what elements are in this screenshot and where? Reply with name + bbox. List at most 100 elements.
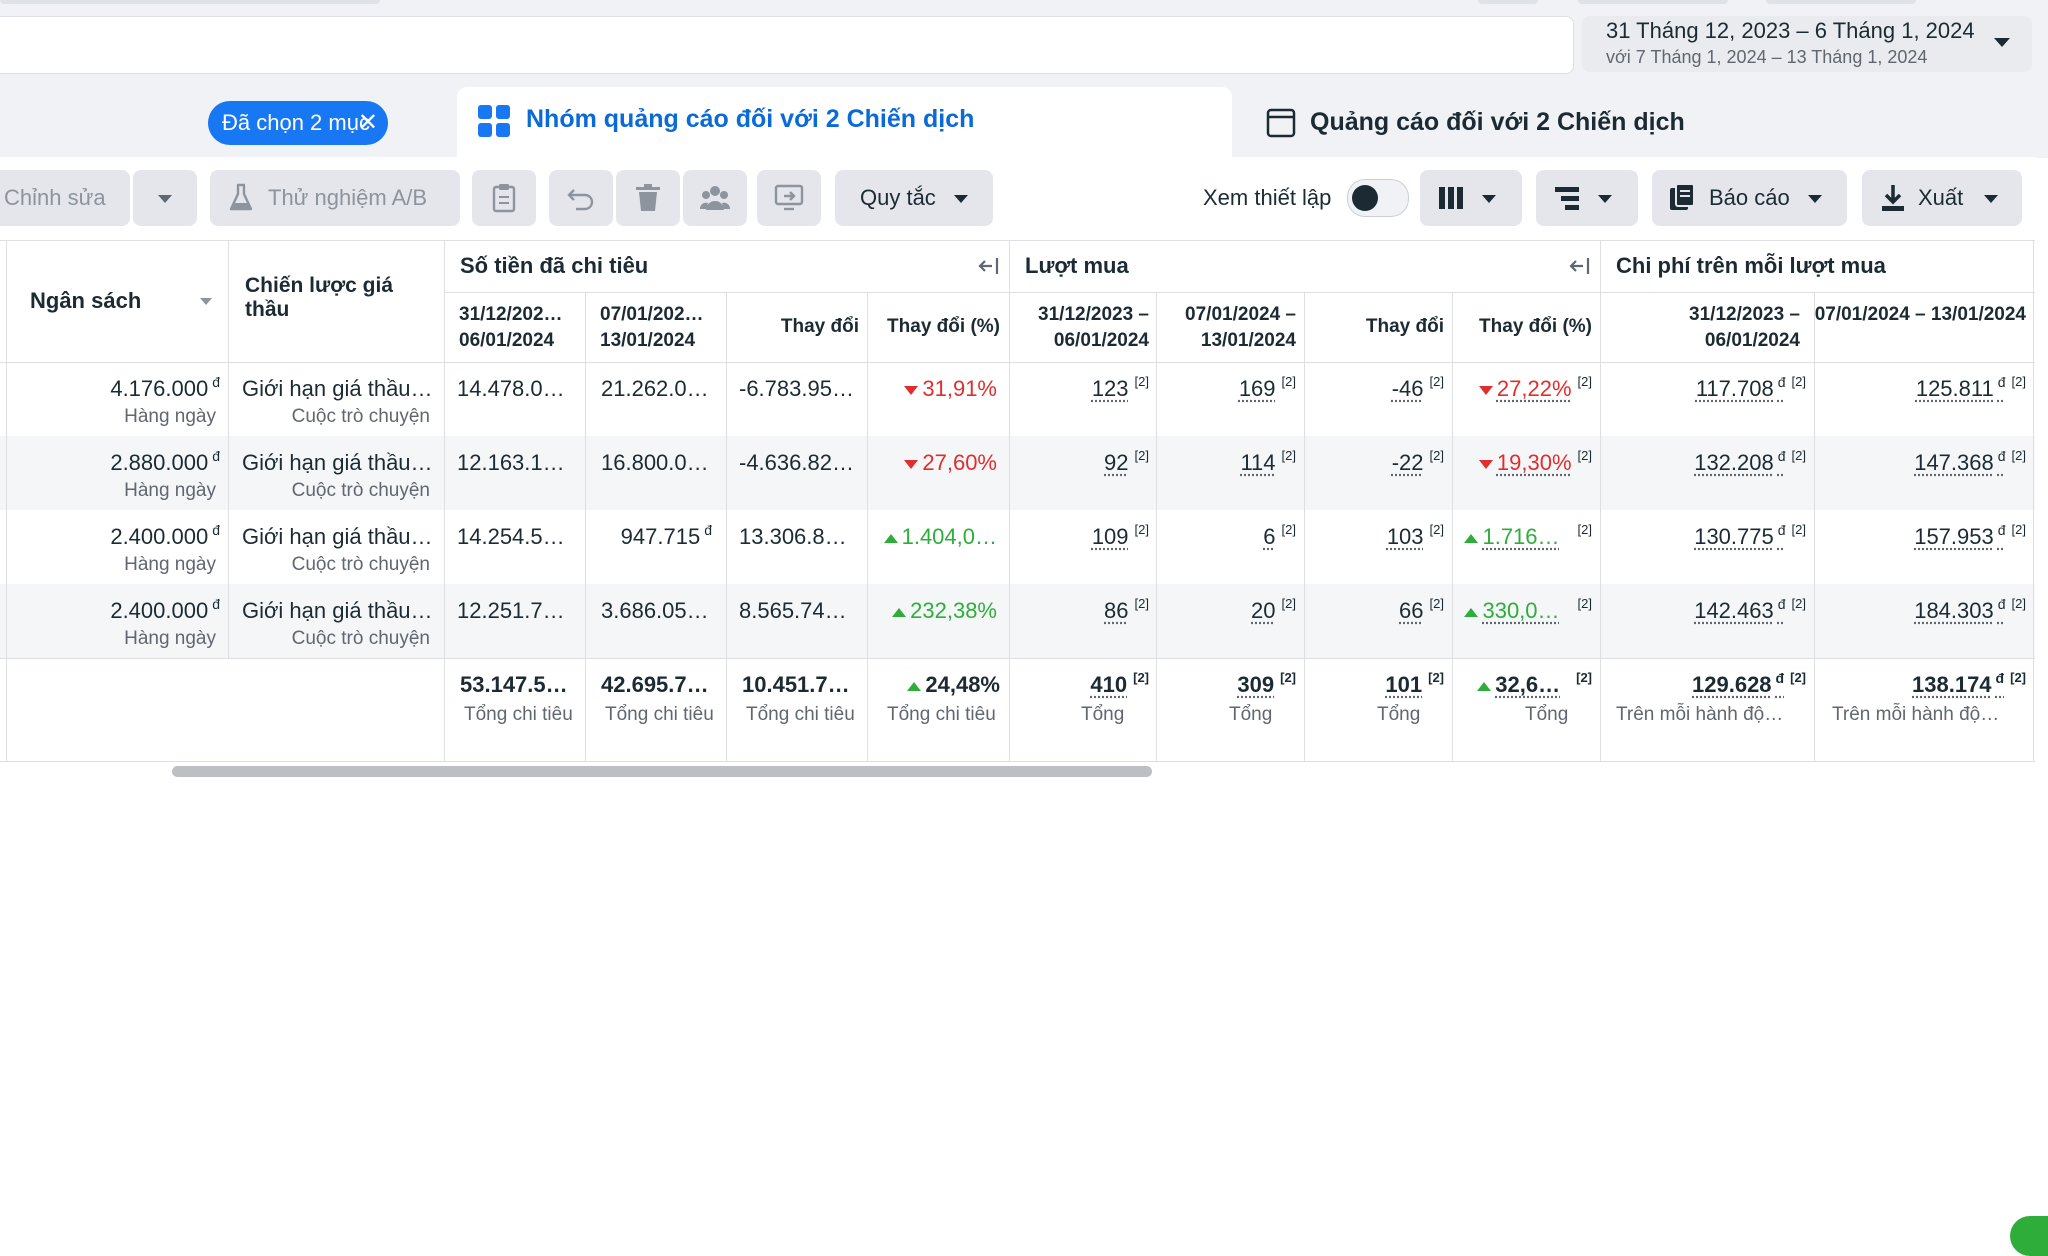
total-spend-change-pct-value: 24,48% <box>925 672 1000 697</box>
cell-value[interactable]: 19,30% <box>1497 450 1572 475</box>
edit-button[interactable] <box>0 170 130 226</box>
cell-value[interactable]: 123 <box>1092 376 1129 401</box>
total-spend-label: Tổng chi tiêu <box>887 704 996 725</box>
sort-icon[interactable] <box>200 298 212 305</box>
help-bubble[interactable] <box>2010 1216 2048 1256</box>
share-button[interactable] <box>757 170 821 226</box>
close-icon[interactable]: ✕ <box>357 109 378 136</box>
cell-value[interactable]: 132.208 đ <box>1694 448 1785 475</box>
cell-value[interactable]: 86 <box>1104 598 1128 623</box>
column-header-change-pct[interactable]: Thay đổi (%) <box>1479 316 1592 337</box>
cell-value[interactable]: 114 <box>1240 450 1275 475</box>
ad-sets-table: Ngân sách Chiến lược giá thầu Số tiền đã… <box>0 240 2035 762</box>
total-value[interactable]: 32,6… <box>1495 672 1561 697</box>
footnote-marker: [2] <box>2010 670 2026 685</box>
cell-value[interactable]: 157.953 đ <box>1914 522 2006 549</box>
selected-items-label: Đã chọn 2 mục <box>222 110 370 135</box>
column-group-spend[interactable]: Số tiền đã chi tiêu <box>460 253 649 278</box>
up-arrow-icon <box>1464 533 1479 543</box>
audience-button[interactable] <box>683 170 747 226</box>
total-spend-label: Tổng chi tiêu <box>605 704 714 725</box>
footnote-marker: [2] <box>1134 522 1149 537</box>
column-header-period1[interactable]: 31/12/2023 – 06/01/2024 <box>1689 304 1800 351</box>
cell-value[interactable]: 109 <box>1092 524 1129 549</box>
date-range-picker[interactable] <box>1582 16 2032 72</box>
search-filter-bar[interactable] <box>0 16 1574 74</box>
cell-value[interactable]: 330,0… <box>1482 598 1559 623</box>
column-header-period1[interactable]: 31/12/2023 – 06/01/2024 <box>1038 304 1149 351</box>
cell-value[interactable]: 142.463 đ <box>1694 596 1785 623</box>
date-range-compare: với 7 Tháng 1, 2024 – 13 Tháng 1, 2024 <box>1606 47 1928 67</box>
currency-symbol: đ <box>1997 522 2006 538</box>
cell-value[interactable]: 92 <box>1104 450 1128 475</box>
table-row[interactable] <box>0 510 2035 584</box>
cell-value[interactable]: -46 <box>1392 376 1424 401</box>
column-header-period2[interactable]: 07/01/2024 – 13/01/2024 <box>1185 304 1296 351</box>
total-spend-period2: 42.695.7… <box>601 672 709 697</box>
columns-button[interactable] <box>1420 170 1522 226</box>
column-header-period2[interactable]: 07/01/202… 13/01/2024 <box>600 304 704 351</box>
cell-value[interactable]: 6 <box>1263 524 1275 549</box>
cell-value[interactable]: 147.368 đ <box>1914 448 2005 475</box>
column-group-cost-per-purchase[interactable]: Chi phí trên mỗi lượt mua <box>1616 253 1886 278</box>
column-header-bid-strategy[interactable]: Chiến lược giá thầu <box>245 274 393 321</box>
horizontal-scrollbar[interactable] <box>172 766 1152 777</box>
cell-value-number: 117.708 <box>1695 376 1774 401</box>
cell-value[interactable]: 130.775 đ <box>1694 522 1785 549</box>
tab-ads[interactable] <box>1246 87 2046 157</box>
footnote-marker: [2] <box>1429 596 1444 611</box>
chevron-down-icon <box>954 195 968 203</box>
total-value[interactable]: 101 <box>1385 672 1423 697</box>
cell-value[interactable]: 20 <box>1251 598 1275 623</box>
export-label: Xuất <box>1918 185 1964 210</box>
column-header-change[interactable]: Thay đổi <box>1365 316 1444 337</box>
cell-value[interactable]: 1.716… <box>1482 524 1559 549</box>
cell-value[interactable]: 117.708 đ <box>1695 374 1786 401</box>
cell-value[interactable]: 184.303 đ <box>1914 596 2005 623</box>
column-header-budget[interactable]: Ngân sách <box>30 288 142 313</box>
column-header-change-pct[interactable]: Thay đổi (%) <box>887 316 1000 337</box>
cell-value[interactable]: 169 <box>1239 376 1276 401</box>
chevron-down-icon[interactable] <box>1994 38 2010 47</box>
divider <box>726 292 727 762</box>
cell-value[interactable]: 66 <box>1399 598 1423 623</box>
footnote-marker: [2] <box>1133 670 1149 685</box>
collapse-column-icon[interactable] <box>978 256 1000 281</box>
selected-items-chip[interactable]: Đã chọn 2 mục ✕ <box>208 101 388 145</box>
divider <box>444 292 2035 293</box>
column-group-purchases[interactable]: Lượt mua <box>1025 253 1129 278</box>
footnote-marker: [2] <box>1577 522 1592 537</box>
total-value[interactable]: 410 <box>1090 672 1128 697</box>
purchases-p2: 114 [2] <box>1156 448 1296 476</box>
up-arrow-icon <box>1477 681 1492 691</box>
total-value[interactable]: 138.174 đ <box>1912 670 2004 697</box>
collapse-column-icon[interactable] <box>1569 256 1591 281</box>
table-row[interactable] <box>0 436 2035 510</box>
footnote-marker: [2] <box>1428 670 1444 685</box>
total-value-number: 129.628 <box>1692 672 1772 697</box>
total-value[interactable]: 129.628 đ <box>1692 670 1784 697</box>
view-setup-toggle[interactable] <box>1347 179 1409 217</box>
tab-ad-sets[interactable] <box>457 87 1232 157</box>
table-row[interactable] <box>0 584 2035 658</box>
footnote-marker: [2] <box>1134 374 1149 389</box>
spend-period1: 14.478.0… <box>457 376 565 401</box>
total-cpp-period1: 129.628 đ [2] <box>1600 670 1806 698</box>
total-label: Tổng <box>1377 704 1421 725</box>
bid-strategy-sub: Cuộc trò chuyện <box>291 406 430 427</box>
cell-value-number: 130.775 <box>1694 524 1774 549</box>
cell-value[interactable]: 103 <box>1387 524 1424 549</box>
table-row[interactable] <box>0 362 2035 436</box>
column-header-period2[interactable]: 07/01/2024 – 13/01/2024 <box>1814 304 2026 325</box>
spend-change: -6.783.95… <box>739 376 854 401</box>
column-header-change[interactable]: Thay đổi <box>780 316 859 337</box>
cell-value[interactable]: 125.811 đ <box>1916 374 2006 401</box>
budget-frequency: Hàng ngày <box>124 480 216 501</box>
total-value[interactable]: 309 <box>1237 672 1275 697</box>
undo-button[interactable] <box>549 170 613 226</box>
ab-test-button[interactable] <box>210 170 460 226</box>
breakdown-button[interactable] <box>1536 170 1638 226</box>
cell-value[interactable]: 27,22% <box>1497 376 1572 401</box>
cell-value[interactable]: -22 <box>1392 450 1424 475</box>
column-header-period1[interactable]: 31/12/202… 06/01/2024 <box>459 304 563 351</box>
